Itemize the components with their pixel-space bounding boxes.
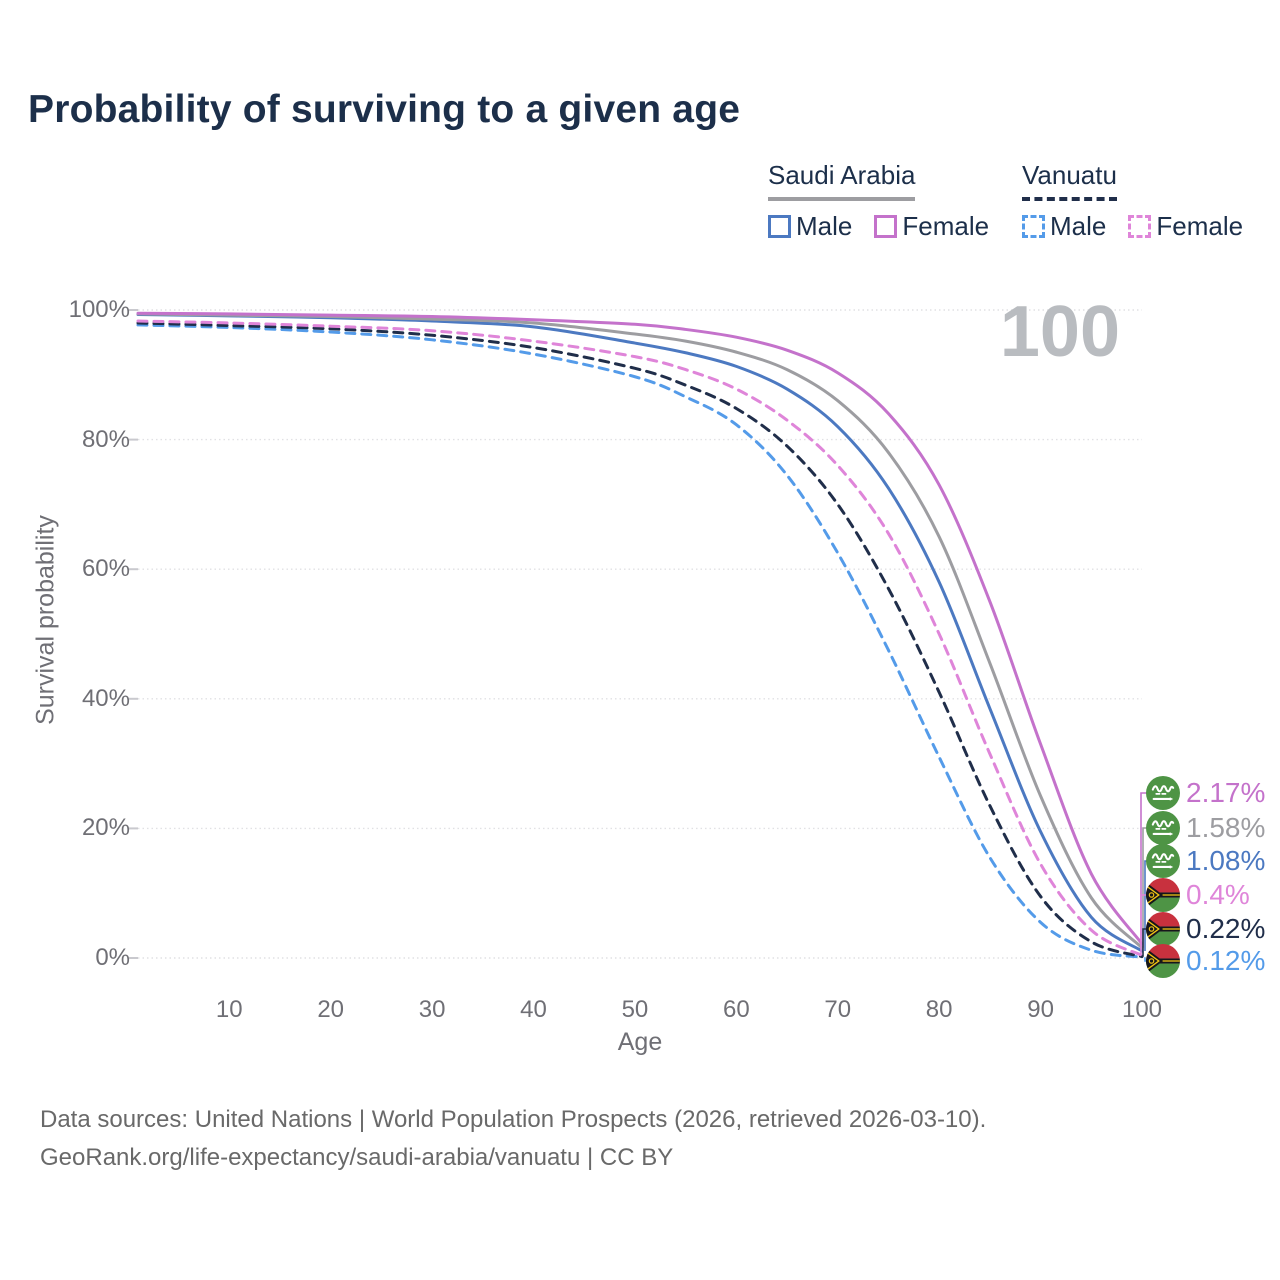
- legend-swatch-vanuatu-female-icon: [1128, 215, 1152, 238]
- x-tick-label: 50: [621, 996, 649, 1023]
- y-tick-label: 40%: [81, 684, 130, 712]
- footer-attribution: GeoRank.org/life-expectancy/saudi-arabia…: [40, 1144, 674, 1171]
- end-label-value: 0.12%: [1186, 945, 1266, 976]
- y-tick-label: 80%: [81, 425, 130, 453]
- saudi-arabia-flag-icon: [1146, 844, 1180, 878]
- y-tick-label: 60%: [81, 555, 130, 583]
- saudi-arabia-flag-icon: [1146, 811, 1180, 845]
- curve-saudi-arabia-male: [136, 313, 1144, 953]
- legend-group-title-saudi-arabia: Saudi Arabia: [768, 160, 916, 201]
- y-tick-label: 100%: [68, 296, 130, 323]
- legend-group-title-vanuatu: Vanuatu: [1022, 160, 1117, 201]
- x-tick-label: 40: [520, 996, 547, 1023]
- curve-saudi-arabia-combined: [136, 312, 1144, 950]
- x-tick-label: 100: [1121, 996, 1163, 1023]
- x-axis-title: Age: [617, 1028, 663, 1056]
- x-tick-label: 10: [215, 996, 243, 1023]
- end-label-vanuatu-male: 0.12%: [1146, 944, 1265, 978]
- age-watermark: 100: [999, 292, 1120, 372]
- page-title: Probability of surviving to a given age: [28, 88, 741, 131]
- legend-swatch-saudi-female-icon: [874, 215, 898, 238]
- legend-item-saudi-male[interactable]: Male: [768, 211, 852, 242]
- legend-item-vanuatu-female[interactable]: Female: [1128, 211, 1243, 242]
- vanuatu-flag-icon: [1146, 912, 1180, 946]
- curve-vanuatu-combined: [136, 321, 1144, 959]
- y-tick-label: 20%: [81, 814, 130, 842]
- curve-saudi-arabia-female: [136, 311, 1144, 946]
- end-label-saudi-arabia-combined: 1.58%: [1146, 811, 1265, 845]
- legend-item-label: Female: [902, 211, 990, 241]
- legend-swatch-vanuatu-male-icon: [1022, 215, 1045, 238]
- x-tick-label: 20: [317, 996, 345, 1023]
- end-label-value: 1.08%: [1186, 845, 1266, 876]
- legend-swatch-saudi-male-icon: [768, 215, 791, 238]
- saudi-arabia-flag-icon: [1146, 776, 1180, 810]
- legend-items-saudi-arabia: Male Female: [768, 211, 989, 242]
- legend-item-label: Male: [796, 211, 853, 241]
- vanuatu-flag-icon: [1146, 878, 1180, 912]
- x-tick-label: 60: [722, 996, 750, 1023]
- x-tick-label: 90: [1027, 996, 1054, 1023]
- end-label-saudi-arabia-female: 2.17%: [1146, 776, 1265, 810]
- legend-item-label: Male: [1050, 211, 1107, 241]
- end-label-value: 2.17%: [1186, 777, 1266, 808]
- footer-sources: Data sources: United Nations | World Pop…: [40, 1106, 987, 1133]
- legend-item-saudi-female[interactable]: Female: [874, 211, 989, 242]
- legend-item-vanuatu-male[interactable]: Male: [1022, 211, 1106, 242]
- end-label-value: 0.4%: [1186, 879, 1250, 910]
- x-tick-label: 70: [824, 996, 852, 1023]
- x-tick-label: 30: [418, 996, 446, 1023]
- end-label-vanuatu-female: 0.4%: [1146, 878, 1250, 912]
- end-label-vanuatu-combined: 0.22%: [1146, 912, 1265, 946]
- legend-group-saudi-arabia: Saudi Arabia Male Female: [768, 160, 989, 242]
- legend-group-vanuatu: Vanuatu Male Female: [1022, 160, 1243, 242]
- end-label-value: 0.22%: [1186, 913, 1266, 944]
- x-tick-label: 80: [925, 996, 953, 1023]
- legend-items-vanuatu: Male Female: [1022, 211, 1243, 242]
- vanuatu-flag-icon: [1146, 944, 1180, 978]
- y-tick-label: 0%: [95, 944, 130, 971]
- y-axis-title: Survival probability: [31, 515, 60, 725]
- curve-vanuatu-female: [136, 319, 1144, 957]
- legend-item-label: Female: [1156, 211, 1244, 241]
- curve-vanuatu-male: [136, 323, 1144, 959]
- end-label-value: 1.58%: [1186, 812, 1266, 843]
- end-label-saudi-arabia-male: 1.08%: [1146, 844, 1265, 878]
